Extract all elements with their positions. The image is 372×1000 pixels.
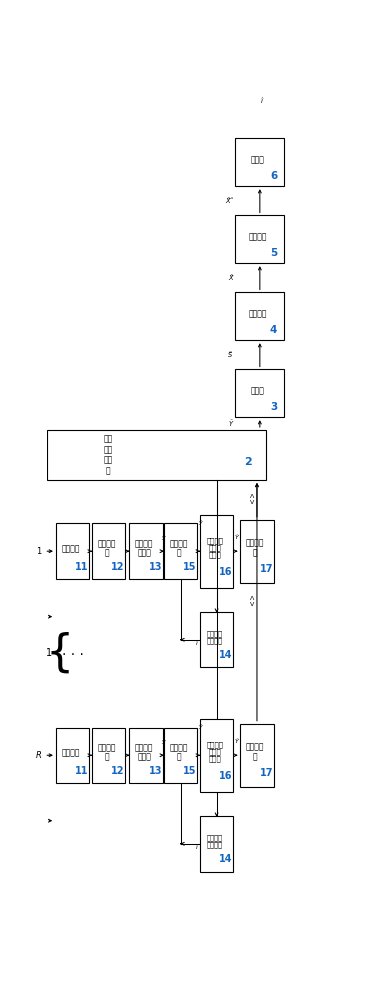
Text: 压缩感知
重构模块: 压缩感知 重构模块 [207, 630, 223, 644]
Text: 12: 12 [111, 766, 125, 776]
Text: 循环前置
移除器: 循环前置 移除器 [135, 539, 154, 558]
Text: ỹ: ỹ [199, 724, 202, 729]
Text: 15: 15 [183, 562, 196, 572]
FancyBboxPatch shape [235, 138, 284, 186]
Text: 11: 11 [75, 766, 89, 776]
Text: 解调器: 解调器 [250, 155, 264, 164]
Text: 均衡器: 均衡器 [250, 386, 264, 395]
FancyBboxPatch shape [46, 430, 266, 480]
Text: 12: 12 [111, 562, 125, 572]
Text: 快速傅里
叶变换
计算器: 快速傅里 叶变换 计算器 [206, 741, 224, 762]
FancyBboxPatch shape [235, 292, 284, 340]
FancyBboxPatch shape [200, 612, 233, 667]
FancyBboxPatch shape [235, 215, 284, 263]
Text: 13: 13 [148, 562, 162, 572]
Text: 16: 16 [219, 567, 232, 577]
Text: 压缩感知
重构模块: 压缩感知 重构模块 [207, 834, 223, 848]
FancyBboxPatch shape [240, 520, 273, 583]
Text: · · ·: · · · [61, 648, 83, 662]
Text: ỹ: ỹ [199, 520, 202, 525]
Text: Ŷ: Ŷ [235, 739, 239, 744]
Text: 循环前置
移除器: 循环前置 移除器 [135, 743, 154, 762]
Text: 解映射器: 解映射器 [248, 232, 267, 241]
Text: Ỹ: Ỹ [228, 420, 232, 427]
Text: 1: 1 [36, 547, 41, 556]
Text: y: y [161, 739, 165, 744]
FancyBboxPatch shape [164, 523, 197, 579]
FancyBboxPatch shape [56, 523, 89, 579]
Text: 1: 1 [46, 648, 52, 658]
FancyBboxPatch shape [240, 724, 273, 787]
Text: 最大
比值
合并
器: 最大 比值 合并 器 [103, 435, 112, 475]
Text: 2: 2 [244, 457, 252, 467]
Text: 模数转换
器: 模数转换 器 [97, 743, 116, 762]
Text: î: î [195, 845, 197, 850]
FancyBboxPatch shape [200, 515, 233, 588]
Text: Λ
V: Λ V [250, 494, 254, 505]
Text: X̃ʺ: X̃ʺ [225, 198, 232, 204]
FancyBboxPatch shape [200, 816, 233, 872]
Text: 3: 3 [270, 402, 277, 412]
FancyBboxPatch shape [56, 728, 89, 783]
Text: {: { [45, 632, 74, 675]
Text: 干扰消除
器: 干扰消除 器 [170, 539, 188, 558]
Text: 5: 5 [270, 248, 277, 258]
Text: 信道估计
器: 信道估计 器 [246, 539, 264, 557]
Text: î: î [195, 641, 197, 646]
Text: 射频模块: 射频模块 [61, 544, 80, 553]
Text: 干扰消除
器: 干扰消除 器 [170, 743, 188, 762]
FancyBboxPatch shape [235, 369, 284, 417]
Text: 模数转换
器: 模数转换 器 [97, 539, 116, 558]
Text: Ŷ: Ŷ [235, 535, 239, 540]
Text: Λ
V: Λ V [250, 596, 254, 607]
Text: î: î [260, 98, 262, 104]
Text: 信道估计
器: 信道估计 器 [246, 743, 264, 761]
Text: 射频模块: 射频模块 [61, 748, 80, 757]
Text: 16: 16 [219, 771, 232, 781]
Text: 11: 11 [75, 562, 89, 572]
Text: 17: 17 [260, 564, 273, 574]
FancyBboxPatch shape [129, 523, 163, 579]
FancyBboxPatch shape [92, 523, 125, 579]
FancyBboxPatch shape [92, 728, 125, 783]
FancyBboxPatch shape [164, 728, 197, 783]
Text: 6: 6 [270, 171, 277, 181]
Text: 13: 13 [148, 766, 162, 776]
Text: 4: 4 [270, 325, 277, 335]
Text: 快速傅里
叶变换
计算器: 快速傅里 叶变换 计算器 [206, 537, 224, 558]
Text: X̃: X̃ [228, 275, 232, 281]
Text: 14: 14 [219, 854, 232, 864]
Text: 15: 15 [183, 766, 196, 776]
Text: 14: 14 [219, 650, 232, 660]
Text: R: R [36, 751, 41, 760]
FancyBboxPatch shape [200, 719, 233, 792]
Text: S̃: S̃ [228, 352, 232, 358]
Text: 17: 17 [260, 768, 273, 778]
Text: y: y [161, 535, 165, 540]
Text: 下采样器: 下采样器 [248, 309, 267, 318]
FancyBboxPatch shape [129, 728, 163, 783]
